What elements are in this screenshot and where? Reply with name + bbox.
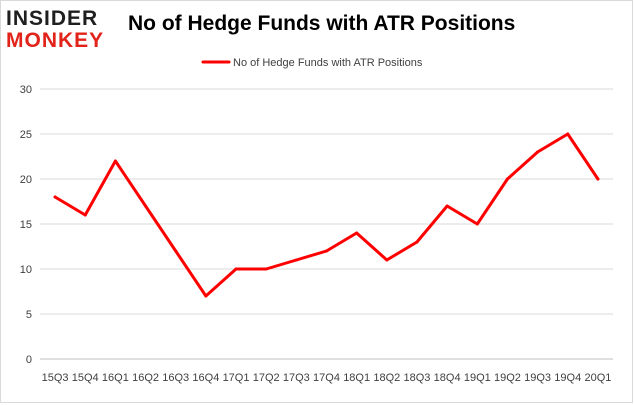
data-point [264, 267, 268, 271]
y-tick-label: 30 [20, 84, 32, 96]
y-tick-label: 5 [26, 309, 32, 321]
x-tick-label: 17Q4 [313, 372, 340, 384]
x-tick-label: 17Q3 [283, 372, 310, 384]
data-point [355, 231, 359, 235]
logo-line1: INSIDER [6, 7, 99, 30]
x-tick-label: 17Q1 [223, 372, 250, 384]
data-point [475, 222, 479, 226]
data-point [234, 267, 238, 271]
data-point [325, 249, 328, 253]
x-tick-label: 18Q1 [343, 372, 370, 384]
data-point [113, 159, 117, 163]
x-tick-label: 16Q3 [162, 372, 189, 384]
data-point [83, 213, 87, 217]
x-tick-label: 18Q2 [373, 372, 400, 384]
data-point [445, 204, 449, 208]
data-point [204, 294, 208, 298]
x-tick-label: 19Q2 [494, 372, 521, 384]
series-line [53, 132, 600, 298]
data-point [415, 240, 419, 244]
data-point [294, 258, 298, 262]
legend-label: No of Hedge Funds with ATR Positions [233, 57, 423, 69]
y-tick-label: 25 [20, 129, 32, 141]
data-point [505, 177, 509, 181]
x-tick-label: 16Q1 [102, 372, 129, 384]
x-tick-label: 18Q4 [434, 372, 461, 384]
data-point [53, 195, 57, 199]
logo-line2: MONKEY [6, 29, 105, 52]
x-tick-label: 16Q2 [132, 372, 159, 384]
x-tick-label: 15Q3 [42, 372, 69, 384]
x-tick-label: 19Q1 [464, 372, 491, 384]
y-tick-label: 20 [20, 174, 32, 186]
x-tick-label: 20Q1 [584, 372, 611, 384]
x-tick-label: 16Q4 [192, 372, 219, 384]
data-point [385, 258, 389, 262]
y-tick-label: 0 [26, 354, 32, 366]
data-point [144, 204, 148, 208]
x-tick-label: 19Q4 [554, 372, 581, 384]
data-point [174, 249, 178, 253]
y-tick-label: 15 [20, 219, 32, 231]
x-tick-label: 15Q4 [72, 372, 99, 384]
insider-monkey-logo: INSIDER MONKEY [6, 6, 118, 52]
x-tick-label: 19Q3 [524, 372, 551, 384]
data-point [536, 150, 540, 154]
x-tick-label: 18Q3 [404, 372, 431, 384]
chart-title: No of Hedge Funds with ATR Positions [128, 12, 516, 35]
y-tick-label: 10 [20, 264, 32, 276]
x-tick-label: 17Q2 [253, 372, 280, 384]
data-point [596, 177, 600, 181]
data-point [566, 132, 570, 136]
